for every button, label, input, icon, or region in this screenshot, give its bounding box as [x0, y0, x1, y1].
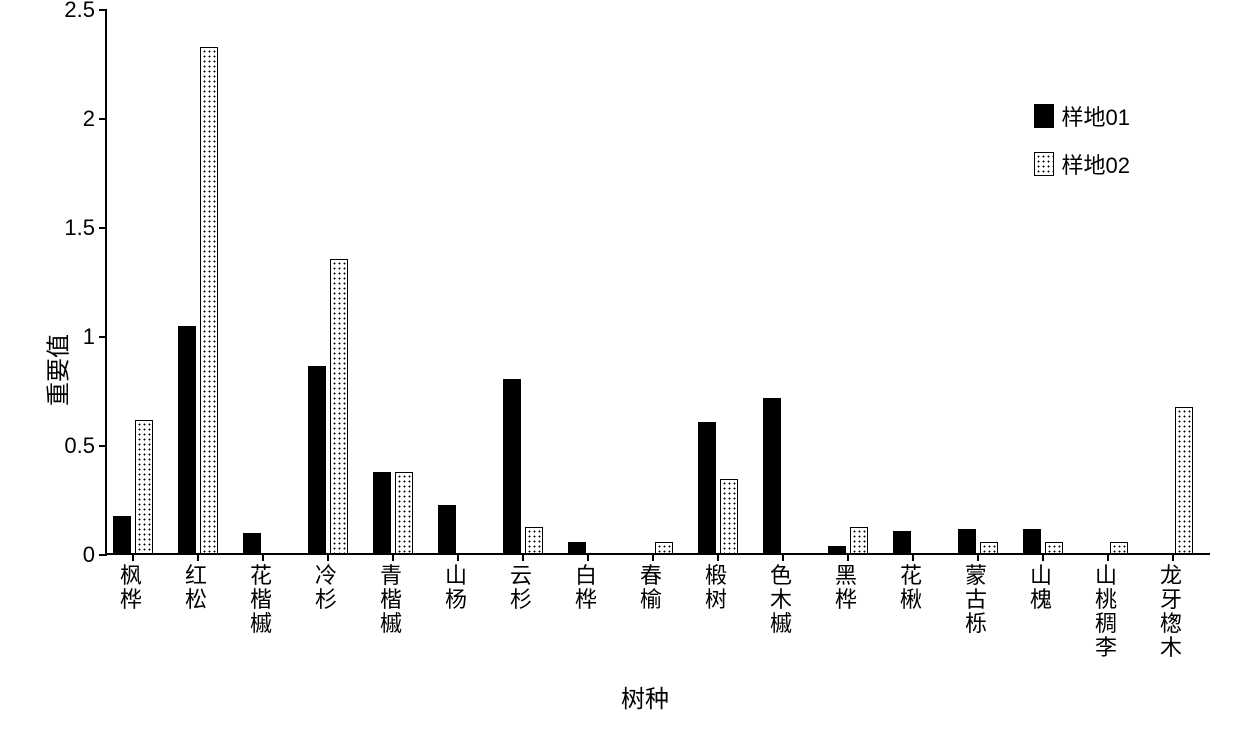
bar-series-1 [828, 546, 846, 553]
bar-series-1 [113, 516, 131, 553]
y-axis-label: 重要值 [39, 334, 74, 406]
bar-series-2 [1175, 407, 1193, 553]
x-category-label: 青楷槭 [378, 564, 404, 636]
bar-series-2 [525, 527, 543, 553]
y-tick [99, 9, 107, 11]
bar-series-1 [763, 398, 781, 553]
x-category-label: 花楷槭 [248, 564, 274, 636]
x-axis-title: 树种 [621, 679, 669, 714]
y-tick [99, 336, 107, 338]
legend: 样地01 样地02 [1034, 100, 1130, 196]
x-category-label: 黑桦 [833, 564, 859, 612]
x-category-label: 枫桦 [118, 564, 144, 612]
y-tick-label: 1.5 [64, 215, 95, 241]
bar-series-1 [958, 529, 976, 553]
bar-series-1 [698, 422, 716, 553]
bar-series-1 [178, 326, 196, 553]
x-category-label: 云杉 [508, 564, 534, 612]
bar-series-2 [1110, 542, 1128, 553]
legend-label-1: 样地01 [1062, 100, 1130, 132]
bar-series-1 [373, 472, 391, 553]
y-tick-label: 0 [83, 542, 95, 568]
x-category-label: 红松 [183, 564, 209, 612]
bar-series-1 [308, 366, 326, 553]
x-category-label: 龙牙楤木 [1158, 564, 1184, 660]
bar-series-2 [200, 47, 218, 553]
x-axis-labels: 枫桦红松 花楷槭 冷杉 青楷槭 山杨云杉白桦春榆椴树 色木槭 黑桦花楸 蒙古栎 山槐 山桃稠李 龙牙… [105, 560, 1210, 690]
legend-label-2: 样地02 [1062, 148, 1130, 180]
legend-swatch-dotted [1034, 152, 1054, 176]
y-tick-label: 1 [83, 324, 95, 350]
y-tick [99, 227, 107, 229]
y-tick [99, 445, 107, 447]
y-tick-label: 0.5 [64, 433, 95, 459]
legend-item-1: 样地01 [1034, 100, 1130, 132]
bars-layer [107, 10, 1210, 553]
x-category-label: 色木槭 [768, 564, 794, 636]
legend-item-2: 样地02 [1034, 148, 1130, 180]
x-category-label: 山槐 [1028, 564, 1054, 612]
bar-series-2 [1045, 542, 1063, 553]
bar-series-1 [1023, 529, 1041, 553]
bar-series-1 [503, 379, 521, 553]
chart-container: 重要值 00.511.522.5 样地01 样地02 枫桦红松花楷槭冷杉青楷槭山… [60, 10, 1230, 730]
x-category-label: 椴树 [703, 564, 729, 612]
bar-series-2 [330, 259, 348, 553]
x-category-label: 山杨 [443, 564, 469, 612]
bar-series-2 [720, 479, 738, 553]
x-category-label: 冷杉 [313, 564, 339, 612]
legend-swatch-solid [1034, 104, 1054, 128]
x-category-label: 山桃稠李 [1093, 564, 1119, 660]
bar-series-2 [980, 542, 998, 553]
y-tick-label: 2.5 [64, 0, 95, 23]
y-tick-label: 2 [83, 106, 95, 132]
x-category-label: 春榆 [638, 564, 664, 612]
bar-series-1 [568, 542, 586, 553]
x-category-label: 蒙古栎 [963, 564, 989, 636]
bar-series-1 [243, 533, 261, 553]
bar-series-2 [655, 542, 673, 553]
x-category-label: 花楸 [898, 564, 924, 612]
bar-series-2 [395, 472, 413, 553]
plot-area: 00.511.522.5 [105, 10, 1210, 555]
bar-series-2 [135, 420, 153, 553]
bar-series-2 [850, 527, 868, 553]
x-category-label: 白桦 [573, 564, 599, 612]
y-tick [99, 554, 107, 556]
y-tick [99, 118, 107, 120]
bar-series-1 [893, 531, 911, 553]
bar-series-1 [438, 505, 456, 553]
